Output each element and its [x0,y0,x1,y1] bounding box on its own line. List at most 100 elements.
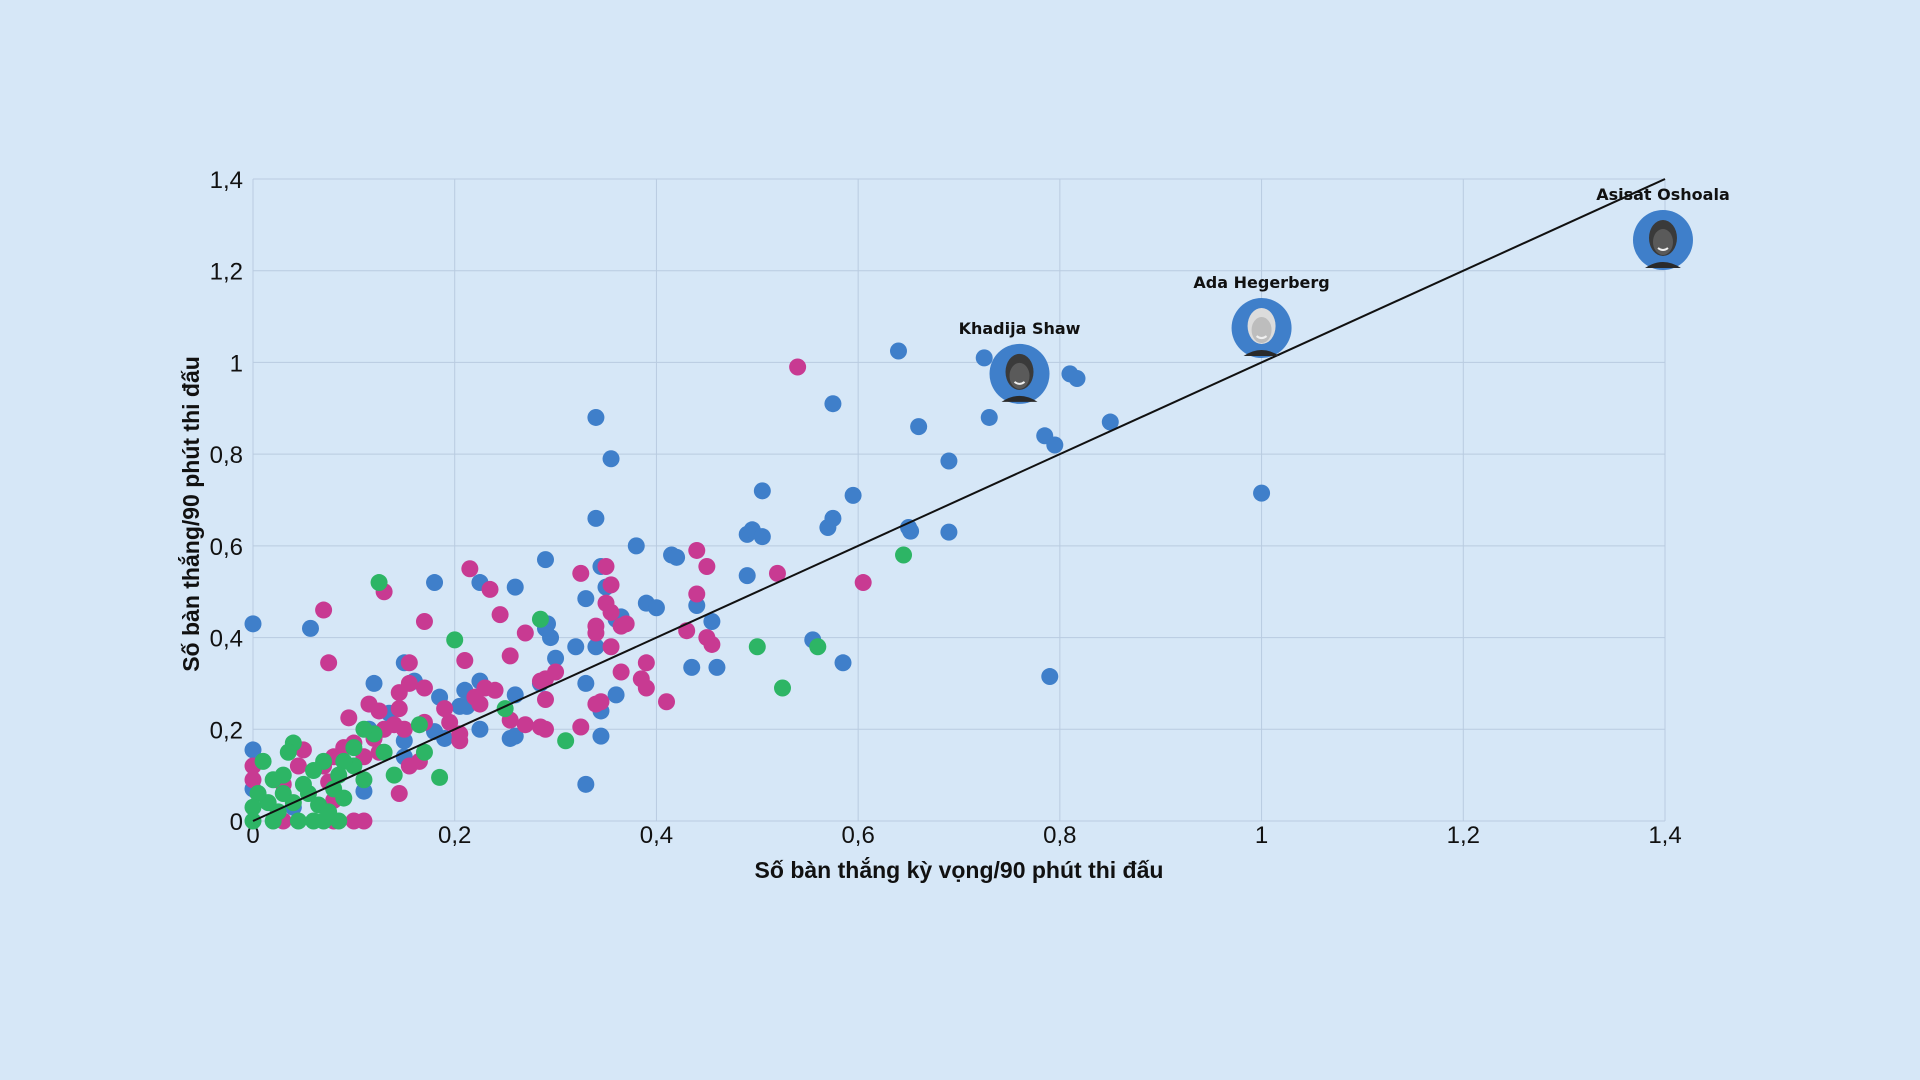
y-tick-label: 0,2 [210,717,243,744]
data-point-magenta [658,693,676,711]
data-point-magenta [400,654,418,672]
data-point-blue [980,408,998,426]
player-name-label: Asisat Oshoala [1596,185,1730,204]
data-point-magenta [602,576,620,594]
data-point-magenta [456,652,474,669]
data-point-green [355,771,373,789]
data-point-blue [834,654,852,672]
x-tick-label: 0,4 [640,822,673,849]
data-point-blue [506,727,524,745]
x-tick-label: 1,2 [1447,822,1480,849]
highlighted-players: Khadija Shaw Ada Hegerberg Asisat Oshoala [959,185,1730,404]
data-point-blue [902,522,920,540]
y-axis-title: Số bàn thắng/90 phút thi đấu [177,356,204,672]
data-points [244,342,1271,830]
data-point-magenta [572,718,590,736]
data-point-blue [244,615,262,633]
data-point-green [385,766,403,784]
player-shoulders-icon [1644,261,1681,268]
tick-labels: 0 0,2 0,4 0,6 0,8 1 1,2 1,400,20,40,60,811,21,4 [210,167,1682,849]
data-point-blue [244,741,262,759]
data-point-magenta [486,681,504,699]
data-point-magenta [461,560,479,578]
data-point-blue [536,551,554,569]
data-point-magenta [340,709,358,727]
player-marker: Ada Hegerberg [1193,273,1330,359]
data-point-green [557,732,575,750]
data-point-magenta [768,564,786,582]
data-point-magenta [516,624,534,642]
data-point-magenta [688,585,706,603]
player-face-icon [1251,317,1272,344]
data-point-blue [577,674,595,692]
data-point-magenta [602,603,620,621]
data-point-blue [703,613,721,631]
data-point-magenta [854,574,872,592]
data-point-blue [1253,484,1271,502]
data-point-blue [753,528,771,546]
data-point-magenta [244,771,262,789]
player-smile-icon [1255,335,1268,340]
data-point-green [244,798,262,816]
data-point-magenta [355,812,373,830]
y-tick-label: 1,4 [210,167,243,194]
data-point-magenta [320,654,338,672]
player-name-label: Ada Hegerberg [1193,273,1329,292]
data-point-green [531,610,549,628]
data-point-blue [1041,668,1059,686]
data-point-blue [547,649,565,667]
y-tick-label: 1,2 [210,259,243,286]
data-point-green [809,638,827,656]
player-face-icon [1652,228,1673,255]
data-point-magenta [597,557,615,575]
data-point-blue [301,619,319,637]
data-point-magenta [703,635,721,653]
data-point-green [431,768,449,786]
player-smile-icon [1657,247,1669,251]
data-point-blue [587,408,605,426]
data-point-magenta [536,690,554,708]
data-point-green [320,803,338,821]
data-point-magenta [360,695,378,713]
data-point-blue [1046,436,1064,454]
y-tick-label: 0,4 [210,626,243,653]
y-tick-label: 0,8 [210,442,243,469]
data-point-green [249,784,267,802]
data-point-magenta [415,613,433,631]
data-point-blue [738,567,756,585]
data-point-magenta [587,624,605,642]
y-tick-label: 1 [230,350,243,377]
data-point-green [289,812,307,830]
x-tick-label: 0,8 [1043,822,1076,849]
player-name-label: Khadija Shaw [959,319,1081,338]
data-point-green [410,716,428,734]
data-point-blue [627,537,645,555]
data-point-blue [647,599,665,617]
x-tick-label: 0,2 [438,822,471,849]
data-point-magenta [688,541,706,559]
data-point-magenta [501,647,519,665]
player-shoulders-icon [1001,395,1038,402]
data-point-magenta [698,557,716,575]
data-point-magenta [572,564,590,582]
data-point-green [279,743,297,761]
data-point-green [355,720,373,738]
x-tick-label: 1,4 [1648,822,1681,849]
data-point-green [335,752,353,770]
data-point-blue [506,578,524,596]
data-point-blue [910,418,928,436]
data-point-magenta [451,732,469,750]
data-point-magenta [531,718,549,736]
data-point-blue [824,509,842,527]
data-point-green [305,762,323,780]
data-point-green [375,743,393,761]
data-point-green [294,775,312,793]
data-point-blue [889,342,907,360]
reference-line [252,178,1666,822]
y-tick-label: 0 [230,809,243,836]
data-point-green [370,574,388,592]
data-point-magenta [516,716,534,734]
data-point-green [345,739,363,757]
